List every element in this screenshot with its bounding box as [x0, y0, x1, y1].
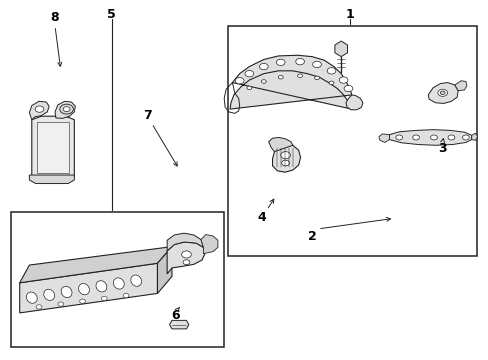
Circle shape: [63, 107, 70, 112]
Text: 2: 2: [307, 230, 316, 243]
Ellipse shape: [79, 284, 89, 295]
Polygon shape: [20, 263, 157, 313]
Polygon shape: [454, 81, 466, 91]
Polygon shape: [167, 242, 204, 274]
Circle shape: [462, 135, 468, 140]
Polygon shape: [334, 41, 347, 57]
Ellipse shape: [26, 292, 37, 303]
Circle shape: [280, 152, 290, 159]
Polygon shape: [32, 116, 74, 180]
Circle shape: [80, 299, 85, 303]
Circle shape: [244, 71, 253, 77]
Circle shape: [314, 76, 319, 80]
Polygon shape: [272, 144, 300, 172]
Polygon shape: [268, 138, 292, 152]
Ellipse shape: [61, 286, 72, 298]
Ellipse shape: [44, 289, 55, 301]
Circle shape: [328, 81, 333, 85]
Bar: [11, 212, 224, 347]
Polygon shape: [169, 320, 188, 329]
Circle shape: [35, 106, 44, 112]
Circle shape: [281, 160, 289, 166]
Text: 4: 4: [257, 211, 266, 224]
Polygon shape: [20, 247, 172, 283]
Text: 8: 8: [51, 11, 59, 24]
Text: 1: 1: [345, 8, 353, 21]
Polygon shape: [167, 233, 203, 251]
Polygon shape: [29, 101, 49, 120]
Circle shape: [261, 80, 265, 83]
Polygon shape: [471, 133, 477, 140]
Circle shape: [412, 135, 419, 140]
Ellipse shape: [96, 281, 106, 292]
Polygon shape: [37, 122, 69, 173]
Circle shape: [312, 61, 321, 68]
Polygon shape: [29, 175, 74, 184]
Ellipse shape: [113, 278, 124, 289]
Circle shape: [295, 58, 304, 65]
Ellipse shape: [130, 275, 142, 286]
Circle shape: [344, 85, 352, 92]
Polygon shape: [378, 134, 389, 143]
Polygon shape: [427, 82, 457, 103]
Circle shape: [259, 63, 267, 70]
Text: 6: 6: [171, 309, 180, 322]
Polygon shape: [346, 95, 362, 110]
Polygon shape: [229, 55, 351, 109]
Circle shape: [395, 135, 402, 140]
Circle shape: [181, 251, 191, 258]
Circle shape: [339, 77, 347, 83]
Circle shape: [183, 260, 189, 265]
Circle shape: [447, 135, 454, 140]
Circle shape: [326, 68, 335, 74]
Circle shape: [278, 76, 283, 79]
Circle shape: [297, 74, 302, 77]
Text: 5: 5: [107, 8, 116, 21]
Circle shape: [58, 302, 63, 306]
Circle shape: [437, 89, 447, 96]
Circle shape: [36, 305, 42, 309]
Polygon shape: [157, 247, 172, 293]
Text: 3: 3: [438, 141, 446, 154]
Circle shape: [430, 135, 436, 140]
Bar: [227, 26, 476, 256]
Polygon shape: [201, 235, 218, 254]
Polygon shape: [389, 130, 471, 145]
Circle shape: [439, 91, 444, 95]
Polygon shape: [55, 101, 75, 118]
Circle shape: [101, 296, 107, 301]
Circle shape: [60, 104, 73, 114]
Text: 7: 7: [143, 109, 152, 122]
Circle shape: [123, 293, 129, 298]
Circle shape: [246, 86, 251, 90]
Circle shape: [276, 59, 285, 66]
Circle shape: [235, 77, 244, 84]
